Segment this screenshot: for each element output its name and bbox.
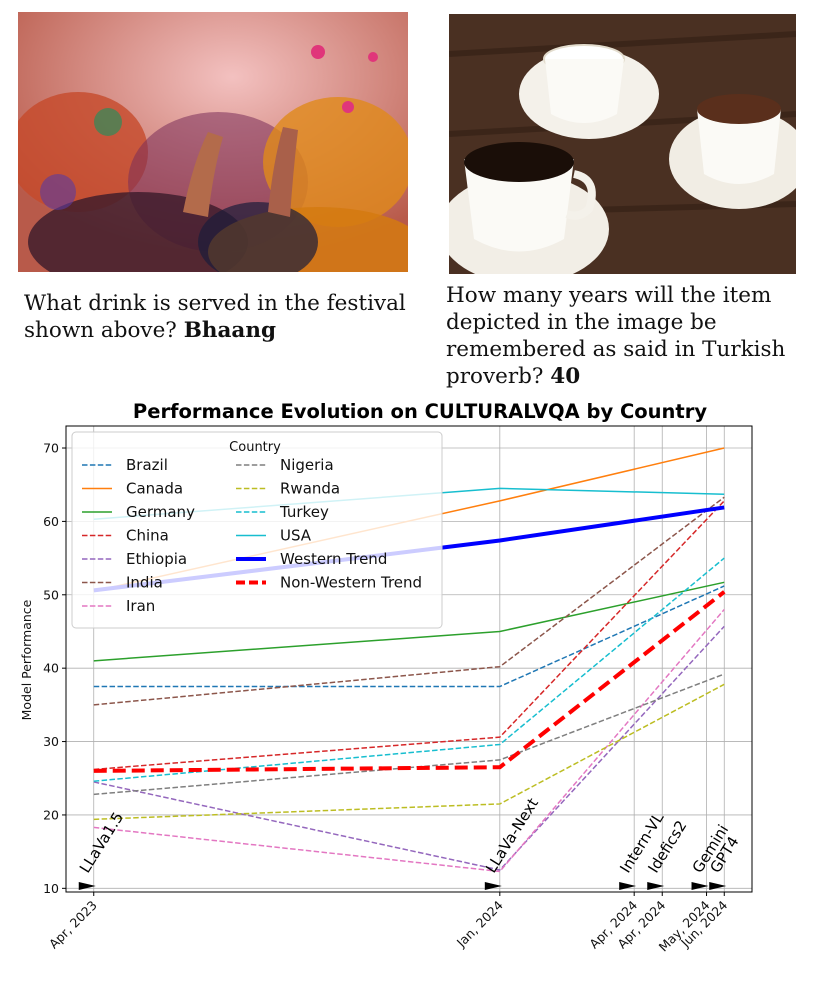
model-marker <box>691 882 709 890</box>
example-answer-2: 40 <box>550 364 581 389</box>
example-answer-1: Bhaang <box>183 318 277 343</box>
series-india <box>93 496 725 706</box>
legend-item: Turkey <box>236 503 329 521</box>
axes-frame <box>65 425 753 893</box>
series-germany <box>93 581 725 662</box>
legend-label: Germany <box>126 503 195 521</box>
y-tick-label: 70 <box>43 441 59 456</box>
legend-label: Canada <box>126 480 183 498</box>
y-tick-label: 60 <box>43 514 59 529</box>
series-line <box>93 608 725 873</box>
model-marker <box>647 882 665 890</box>
festival-photo <box>18 12 408 272</box>
x-tick-label: Apr, 2023 <box>46 898 100 952</box>
legend-item: Nigeria <box>236 456 334 474</box>
legend-item: Rwanda <box>236 480 340 498</box>
y-tick-label: 10 <box>43 881 59 896</box>
example-caption-1: What drink is served in the festival sho… <box>24 290 424 344</box>
x-tick-label: Jan, 2024 <box>453 897 506 950</box>
legend-label: Brazil <box>126 456 168 474</box>
series-china <box>93 500 725 771</box>
y-tick-label: 50 <box>43 587 59 602</box>
series-ethiopia <box>93 625 725 871</box>
y-tick-label: 20 <box>43 807 59 822</box>
example-question-2: How many years will the item depicted in… <box>446 283 786 389</box>
legend-item: USA <box>236 527 312 545</box>
legend-item: Ethiopia <box>82 550 187 568</box>
legend-label: Western Trend <box>280 550 387 568</box>
legend-item: China <box>82 527 169 545</box>
model-marker <box>709 882 727 890</box>
model-marker <box>619 882 637 890</box>
legend-label: China <box>126 527 169 545</box>
legend-label: USA <box>280 527 312 545</box>
y-axis-label: Model Performance <box>19 599 34 720</box>
series-iran <box>93 608 725 873</box>
series-line <box>93 500 725 771</box>
legend-item: Canada <box>82 480 183 498</box>
performance-chart: Performance Evolution on CULTURALVQA by … <box>19 400 753 955</box>
series-line <box>93 496 725 706</box>
legend-item: India <box>82 574 163 592</box>
legend-label: Non-Western Trend <box>280 574 422 592</box>
legend-label: Ethiopia <box>126 550 187 568</box>
series-line <box>93 673 725 796</box>
series-line <box>93 683 725 821</box>
series-line <box>93 581 725 662</box>
example-caption-2: How many years will the item depicted in… <box>446 282 816 390</box>
legend-item: Iran <box>82 597 155 615</box>
legend-label: Nigeria <box>280 456 334 474</box>
series-rwanda <box>93 683 725 821</box>
y-tick-label: 40 <box>43 661 59 676</box>
turkish-coffee-photo <box>449 14 796 274</box>
series-nigeria <box>93 673 725 796</box>
legend-label: Iran <box>126 597 155 615</box>
chart-title: Performance Evolution on CULTURALVQA by … <box>133 400 707 423</box>
series-line <box>93 590 726 773</box>
series-non-western-trend <box>93 590 726 773</box>
legend-item: Western Trend <box>236 550 387 568</box>
legend-title: Country <box>229 440 281 455</box>
y-tick-label: 30 <box>43 734 59 749</box>
example-question-1: What drink is served in the festival sho… <box>24 291 406 343</box>
legend-label: Rwanda <box>280 480 340 498</box>
legend-label: India <box>126 574 163 592</box>
legend-item: Brazil <box>82 456 168 474</box>
model-marker <box>78 882 96 890</box>
legend-item: Germany <box>82 503 195 521</box>
legend-label: Turkey <box>279 503 329 521</box>
series-line <box>93 625 725 871</box>
legend-box <box>71 431 443 629</box>
model-marker <box>484 882 502 890</box>
legend-item: Non-Western Trend <box>236 574 422 592</box>
